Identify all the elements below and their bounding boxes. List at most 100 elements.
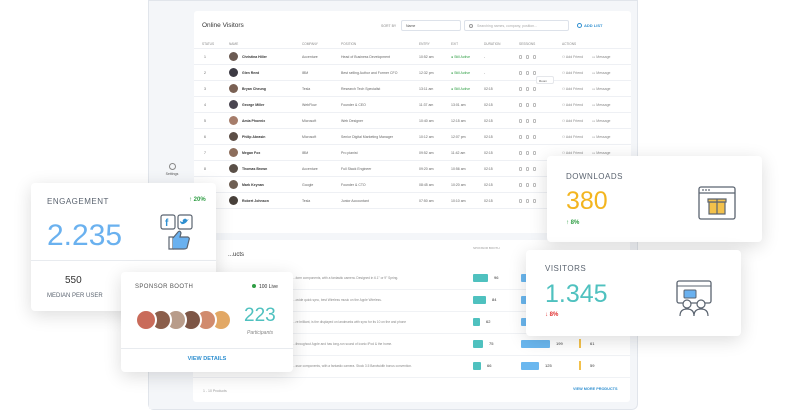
participant-avatar[interactable] <box>135 309 157 331</box>
product-row[interactable]: ...ovide quick sync, best Wireless music… <box>193 290 630 312</box>
visitor-name[interactable]: Thomas Brown <box>242 167 268 171</box>
session-icon[interactable] <box>526 71 529 75</box>
session-icon[interactable] <box>526 167 529 171</box>
column-header[interactable]: COMPANY <box>302 42 318 46</box>
column-header[interactable]: EXIT <box>451 42 459 46</box>
sidebar-item-settings[interactable]: Settings <box>157 163 187 176</box>
session-icon[interactable] <box>526 103 529 107</box>
visitor-exit: 13:01 am <box>451 103 466 107</box>
table-row[interactable]: 6 Philip Abrasin Microsoft Senior Digital M… <box>194 129 631 145</box>
session-icon[interactable] <box>533 87 536 91</box>
add-friend-button[interactable]: ⚇ Add Friend <box>562 87 584 91</box>
session-icon[interactable] <box>519 183 522 187</box>
session-icon[interactable] <box>533 167 536 171</box>
column-header[interactable]: DURATION <box>484 42 501 46</box>
session-icon[interactable] <box>526 87 529 91</box>
session-icon[interactable] <box>519 199 522 203</box>
search-input[interactable]: Searching names, company, position... <box>464 20 569 31</box>
session-icon[interactable] <box>533 71 536 75</box>
column-header[interactable]: NAME <box>229 42 239 46</box>
table-row[interactable]: 4 George Miller WebFlow Founder & CEO 11:37 … <box>194 97 631 113</box>
add-friend-button[interactable]: ⚇ Add Friend <box>562 135 584 139</box>
column-header[interactable]: POSITION <box>341 42 357 46</box>
message-button[interactable]: ▭ Message <box>592 87 611 91</box>
session-icon[interactable] <box>519 135 522 139</box>
session-icon[interactable] <box>519 55 522 59</box>
visitor-name[interactable]: Christina Hiller <box>242 55 267 59</box>
session-icon[interactable] <box>533 119 536 123</box>
product-row[interactable]: ...form components, with a fantastic cam… <box>193 268 630 290</box>
session-icon[interactable] <box>533 55 536 59</box>
column-header[interactable]: SESSIONS <box>519 42 536 46</box>
table-row[interactable]: 7 Megan Fox IBM Pro pianist 09:52 am 11:42 am… <box>194 145 631 161</box>
visitor-name[interactable]: Philip Abrasin <box>242 135 266 139</box>
visitor-entry: 08:45 am <box>419 183 434 187</box>
add-friend-button[interactable]: ⚇ Add Friend <box>562 103 584 107</box>
sort-select[interactable]: Name <box>401 20 461 31</box>
product-row[interactable]: ...ssor components, with a fantastic cam… <box>193 356 630 378</box>
column-header[interactable]: ACTIONS <box>562 42 577 46</box>
table-row[interactable]: 1 Christina Hiller Accenture Head of Busine… <box>194 49 631 65</box>
live-badge: 100 Live <box>252 284 278 290</box>
add-friend-button[interactable]: ⚇ Add Friend <box>562 119 584 123</box>
visitor-duration: 02:15 <box>484 199 493 203</box>
session-icon[interactable] <box>519 71 522 75</box>
view-more-products-link[interactable]: VIEW MORE PRODUCTS <box>573 387 618 391</box>
session-icon[interactable] <box>526 135 529 139</box>
visitor-name[interactable]: Megan Fox <box>242 151 261 155</box>
visitor-name[interactable]: George Miller <box>242 103 265 107</box>
session-icon[interactable] <box>519 151 522 155</box>
session-icon[interactable] <box>519 167 522 171</box>
visits-bar <box>521 340 550 348</box>
message-button[interactable]: ▭ Message <box>592 151 611 155</box>
message-button[interactable]: ▭ Message <box>592 119 611 123</box>
message-button[interactable]: ▭ Message <box>592 55 611 59</box>
session-icon[interactable] <box>533 103 536 107</box>
message-button[interactable]: ▭ Message <box>592 135 611 139</box>
visits-bar <box>521 296 527 304</box>
downloads-trend: ↑ 8% <box>566 220 580 226</box>
table-row[interactable]: 5 Amia Phoenix Microsoft Web Designer 10:40 … <box>194 113 631 129</box>
table-row[interactable]: 3 Bryan Cheung Tesla Research Tech Speciali… <box>194 81 631 97</box>
session-icon[interactable] <box>533 183 536 187</box>
session-icon[interactable] <box>526 183 529 187</box>
column-header[interactable]: ENTRY <box>419 42 430 46</box>
visitor-name[interactable]: Mark Keynan <box>242 183 264 187</box>
product-description: ...form components, with a fantastic cam… <box>293 276 399 280</box>
session-icon[interactable] <box>533 151 536 155</box>
session-icon[interactable] <box>519 103 522 107</box>
svg-text:f: f <box>165 218 169 229</box>
sort-label: SORT BY <box>381 24 397 28</box>
session-icon[interactable] <box>526 199 529 203</box>
message-button[interactable]: ▭ Message <box>592 103 611 107</box>
add-friend-button[interactable]: ⚇ Add Friend <box>562 151 584 155</box>
column-header[interactable]: STATUS <box>202 42 215 46</box>
visitor-name[interactable]: Glen Reed <box>242 71 260 75</box>
session-icon[interactable] <box>533 199 536 203</box>
session-icon[interactable] <box>519 119 522 123</box>
session-icon[interactable] <box>526 151 529 155</box>
visitor-name[interactable]: Bryan Cheung <box>242 87 266 91</box>
visitor-name[interactable]: Robert Johnson <box>242 199 269 203</box>
sponsor-bar <box>473 362 481 370</box>
room-tooltip: Room <box>536 76 554 84</box>
product-description: ...ovide quick sync, best Wireless music… <box>293 298 382 302</box>
add-friend-button[interactable]: ⚇ Add Friend <box>562 55 584 59</box>
product-row[interactable]: ...re brilliant, is the displayed on lan… <box>193 312 630 334</box>
online-visitors-title: Online Visitors <box>202 22 244 29</box>
sponsor-value: 96 <box>494 275 499 280</box>
session-icon[interactable] <box>519 87 522 91</box>
product-row[interactable]: ...throughout Apple and has long-run sou… <box>193 334 630 356</box>
view-details-link[interactable]: VIEW DETAILS <box>187 356 227 362</box>
search-placeholder: Searching names, company, position... <box>477 24 538 28</box>
table-row[interactable]: 2 Glen Reed IBM Best selling Author and For… <box>194 65 631 81</box>
add-friend-button[interactable]: ⚇ Add Friend <box>562 71 584 75</box>
add-list-button[interactable]: ADD LIST <box>577 23 602 29</box>
session-icon[interactable] <box>526 55 529 59</box>
downloads-value: 380 <box>566 187 608 215</box>
session-icon[interactable] <box>526 119 529 123</box>
session-icon[interactable] <box>533 135 536 139</box>
message-button[interactable]: ▭ Message <box>592 71 611 75</box>
visitor-name[interactable]: Amia Phoenix <box>242 119 266 123</box>
visitor-company: WebFlow <box>302 103 317 107</box>
